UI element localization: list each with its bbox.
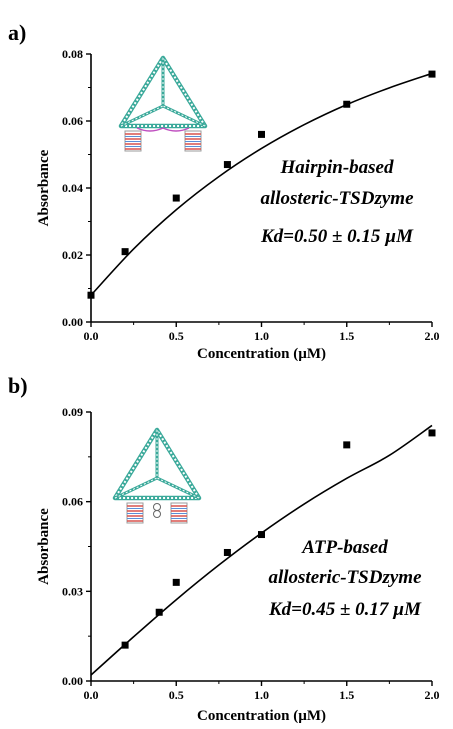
data-point (155, 608, 163, 616)
data-point (258, 531, 265, 539)
y-tick-label: 0.06 (62, 495, 83, 509)
data-point (121, 248, 129, 256)
x-axis-title: Concentration (µM) (197, 708, 326, 724)
panel-b-label: b) (8, 373, 28, 398)
y-tick-label: 0.00 (62, 674, 83, 688)
x-tick-label: 0.5 (169, 688, 184, 702)
x-tick-label: 0.0 (84, 329, 99, 343)
y-tick-label: 0.04 (62, 181, 83, 195)
y-axis-title: Absorbance (36, 149, 52, 226)
data-point (87, 291, 95, 299)
y-tick-label: 0.03 (62, 584, 83, 598)
y-tick-label: 0.00 (62, 315, 83, 329)
dna-tetrahedron-icon (115, 430, 199, 524)
x-tick-label: 0.0 (84, 688, 99, 702)
data-point (258, 130, 265, 138)
fit-curve (90, 72, 433, 296)
data-point (343, 441, 351, 449)
panel-b: b) 0.0 0.5 1.0 1.5 2.0 0.00 0.03 0.06 0.09 Concen… (8, 373, 440, 724)
x-tick-label: 1.0 (254, 329, 269, 343)
data-point (121, 641, 129, 649)
data-point (223, 548, 231, 556)
data-point (343, 100, 351, 108)
y-tick-label: 0.06 (62, 114, 83, 128)
panel-a-plot: 0.0 0.5 1.0 1.5 2.0 0.00 0.02 0.04 0.06 0.08 Conce… (36, 47, 440, 362)
data-point (172, 194, 180, 202)
data-point (172, 578, 180, 586)
y-tick-label: 0.09 (62, 405, 83, 419)
data-point (428, 70, 436, 78)
annotation-b-line2: allosteric-TSDzyme (268, 567, 422, 588)
annotation-a-line2: allosteric-TSDzyme (260, 188, 414, 209)
data-point (223, 161, 231, 169)
annotation-b-line1: ATP-based (301, 537, 388, 558)
x-axis-title: Concentration (µM) (197, 346, 326, 362)
annotation-a-line1: Hairpin-based (280, 157, 394, 178)
x-tick-label: 1.0 (254, 688, 269, 702)
x-tick-label: 0.5 (169, 329, 184, 343)
annotation-b-line3: Kd=0.45 ± 0.17 µM (268, 599, 422, 620)
panel-a: a) 0.0 0.5 1.0 1.5 2.0 0.00 0.02 0.04 0.06 0.08 Co… (8, 20, 440, 362)
y-tick-label: 0.08 (62, 47, 83, 61)
x-tick-label: 1.5 (339, 688, 354, 702)
x-tick-label: 2.0 (425, 329, 440, 343)
panel-b-plot: 0.0 0.5 1.0 1.5 2.0 0.00 0.03 0.06 0.09 Concentra… (36, 405, 440, 724)
panel-b-annotation: ATP-based allosteric-TSDzyme Kd=0.45 ± 0… (268, 537, 422, 620)
annotation-a-line3: Kd=0.50 ± 0.15 µM (260, 226, 414, 247)
data-point (428, 429, 436, 437)
x-tick-label: 1.5 (339, 329, 354, 343)
dna-tetrahedron-icon (121, 58, 205, 152)
x-tick-label: 2.0 (425, 688, 440, 702)
panel-a-label: a) (8, 20, 26, 45)
y-tick-label: 0.02 (62, 248, 83, 262)
panel-a-annotation: Hairpin-based allosteric-TSDzyme Kd=0.50… (260, 157, 414, 247)
y-axis-title: Absorbance (36, 508, 52, 585)
